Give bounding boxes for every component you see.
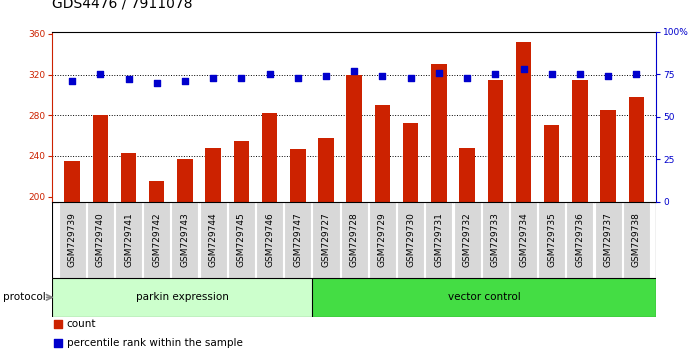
Text: GSM729738: GSM729738 [632, 212, 641, 267]
Bar [544, 125, 560, 202]
Text: GSM729730: GSM729730 [406, 212, 415, 267]
Text: GSM729728: GSM729728 [350, 212, 359, 267]
Text: GSM729737: GSM729737 [604, 212, 613, 267]
Text: GSM729745: GSM729745 [237, 212, 246, 267]
Bar [200, 202, 227, 278]
Point [52, 321, 64, 327]
Point [405, 75, 416, 81]
Point [151, 80, 163, 86]
Point [574, 72, 586, 77]
Bar [346, 75, 362, 202]
Bar [595, 202, 622, 278]
Bar [121, 153, 136, 202]
Bar [143, 202, 170, 278]
Bar [228, 202, 255, 278]
Bar [87, 202, 114, 278]
Point [631, 72, 642, 77]
Text: GSM729732: GSM729732 [463, 212, 472, 267]
Bar [572, 80, 588, 202]
Bar [454, 202, 481, 278]
Text: GSM729739: GSM729739 [68, 212, 77, 267]
Point [236, 75, 247, 81]
Bar [403, 124, 418, 202]
Bar [425, 202, 452, 278]
Bar [318, 138, 334, 202]
Point [123, 76, 134, 82]
Bar [256, 202, 283, 278]
Text: GSM729741: GSM729741 [124, 212, 133, 267]
Point [348, 68, 360, 74]
Bar [172, 202, 198, 278]
Bar [510, 202, 537, 278]
Text: GSM729731: GSM729731 [434, 212, 443, 267]
Point [518, 67, 529, 72]
Text: GDS4476 / 7911078: GDS4476 / 7911078 [52, 0, 193, 11]
Text: GSM729747: GSM729747 [293, 212, 302, 267]
Bar [487, 80, 503, 202]
Bar [177, 159, 193, 202]
Bar [52, 278, 312, 317]
Bar [149, 182, 165, 202]
Point [292, 75, 304, 81]
Point [546, 72, 557, 77]
Bar [375, 105, 390, 202]
Bar [482, 202, 509, 278]
Point [95, 72, 106, 77]
Bar [369, 202, 396, 278]
Point [320, 73, 332, 79]
Text: count: count [67, 319, 96, 329]
Text: GSM729736: GSM729736 [575, 212, 584, 267]
Text: GSM729746: GSM729746 [265, 212, 274, 267]
Bar [64, 161, 80, 202]
Text: percentile rank within the sample: percentile rank within the sample [67, 338, 243, 348]
Bar [313, 202, 339, 278]
Text: GSM729727: GSM729727 [322, 212, 331, 267]
Point [377, 73, 388, 79]
Bar [431, 64, 447, 202]
Point [179, 78, 191, 84]
Text: parkin expression: parkin expression [135, 292, 228, 302]
Text: GSM729729: GSM729729 [378, 212, 387, 267]
Text: GSM729744: GSM729744 [209, 212, 218, 267]
Text: GSM729742: GSM729742 [152, 212, 161, 267]
Point [52, 341, 64, 346]
Text: GSM729733: GSM729733 [491, 212, 500, 267]
Bar [115, 202, 142, 278]
Bar [262, 113, 277, 202]
Bar [312, 278, 656, 317]
Bar [623, 202, 650, 278]
Bar [290, 149, 306, 202]
Point [602, 73, 614, 79]
Bar [93, 115, 108, 202]
Point [66, 78, 77, 84]
Point [461, 75, 473, 81]
Point [433, 70, 445, 75]
Bar [234, 141, 249, 202]
Bar [341, 202, 368, 278]
Bar [205, 148, 221, 202]
Text: GSM729740: GSM729740 [96, 212, 105, 267]
Point [490, 72, 501, 77]
Text: vector control: vector control [447, 292, 521, 302]
Bar [629, 97, 644, 202]
Bar [538, 202, 565, 278]
Text: GSM729734: GSM729734 [519, 212, 528, 267]
Bar [284, 202, 311, 278]
Bar [600, 110, 616, 202]
Text: GSM729735: GSM729735 [547, 212, 556, 267]
Point [207, 75, 218, 81]
Bar [516, 42, 531, 202]
Bar [397, 202, 424, 278]
Point [264, 72, 275, 77]
Bar [566, 202, 593, 278]
Bar [59, 202, 86, 278]
Bar [459, 148, 475, 202]
Text: GSM729743: GSM729743 [181, 212, 189, 267]
Text: protocol: protocol [3, 292, 45, 302]
